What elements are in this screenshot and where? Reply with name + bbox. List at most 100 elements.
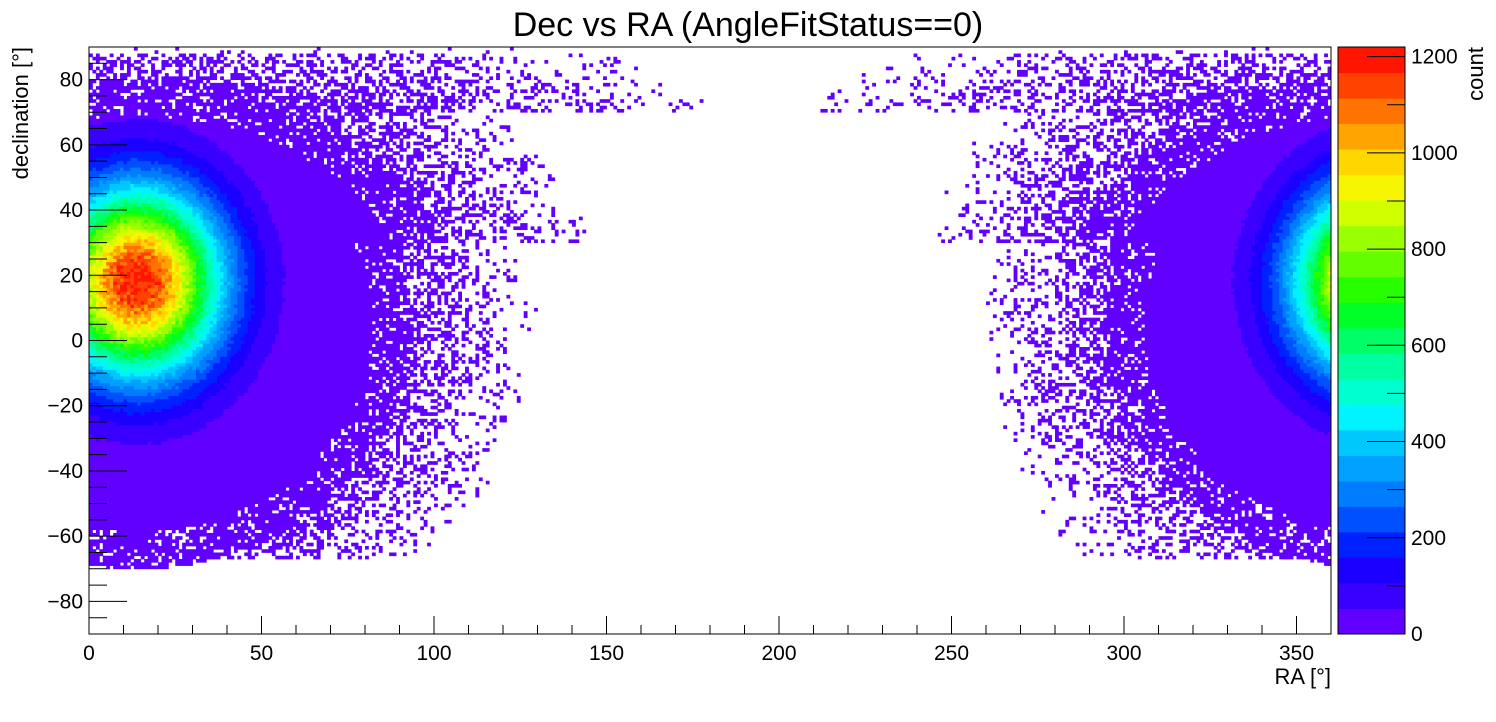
heatmap-cell — [199, 122, 203, 126]
heatmap-cell — [1086, 70, 1090, 74]
heatmap-cell — [306, 168, 310, 172]
heatmap-cell — [1169, 164, 1173, 168]
heatmap-cell — [1121, 57, 1125, 61]
heatmap-cell — [313, 161, 317, 165]
heatmap-cell — [299, 106, 303, 110]
heatmap-cell — [1262, 164, 1266, 168]
heatmap-cell — [175, 145, 179, 149]
heatmap-cell — [389, 109, 393, 113]
heatmap-cell — [1238, 164, 1242, 168]
heatmap-cell — [1124, 122, 1128, 126]
heatmap-cell — [1196, 119, 1200, 123]
heatmap-cell — [424, 125, 428, 129]
heatmap-cell — [1255, 142, 1259, 146]
heatmap-cell — [1062, 109, 1066, 113]
heatmap-cell — [262, 135, 266, 139]
heatmap-cell — [348, 102, 352, 106]
heatmap-cell — [275, 158, 279, 162]
heatmap-cell — [258, 89, 262, 93]
heatmap-cell — [1038, 76, 1042, 80]
heatmap-cell — [1283, 57, 1287, 61]
heatmap-cell — [1262, 132, 1266, 136]
heatmap-cell — [351, 63, 355, 67]
heatmap-cell — [1259, 148, 1263, 152]
heatmap-cell — [462, 57, 466, 61]
heatmap-cell — [386, 122, 390, 126]
heatmap-cell — [420, 158, 424, 162]
heatmap-cell — [299, 168, 303, 172]
heatmap-cell — [210, 164, 214, 168]
heatmap-cell — [1248, 122, 1252, 126]
heatmap-cell — [358, 106, 362, 110]
heatmap-cell — [444, 129, 448, 133]
heatmap-cell — [303, 168, 307, 172]
heatmap-cell — [1079, 70, 1083, 74]
heatmap-cell — [127, 135, 131, 139]
heatmap-cell — [1228, 80, 1232, 84]
heatmap-cell — [1300, 132, 1304, 136]
heatmap-cell — [1321, 125, 1325, 129]
heatmap-cell — [110, 151, 114, 155]
heatmap-cell — [1100, 54, 1104, 58]
heatmap-cell — [217, 164, 221, 168]
heatmap-cell — [365, 109, 369, 113]
heatmap-cell — [386, 129, 390, 133]
heatmap-cell — [320, 135, 324, 139]
heatmap-cell — [1283, 67, 1287, 71]
heatmap-cell — [610, 96, 614, 100]
heatmap-cell — [1134, 164, 1138, 168]
heatmap-cell — [513, 60, 517, 64]
heatmap-cell — [548, 99, 552, 103]
heatmap-cell — [1190, 63, 1194, 67]
heatmap-cell — [365, 151, 369, 155]
heatmap-cell — [299, 171, 303, 175]
heatmap-cell — [241, 76, 245, 80]
heatmap-cell — [1307, 129, 1311, 133]
heatmap-cell — [220, 164, 224, 168]
heatmap-cell — [914, 86, 918, 90]
heatmap-cell — [1217, 145, 1221, 149]
heatmap-cell — [224, 83, 228, 87]
heatmap-cell — [1148, 122, 1152, 126]
heatmap-cell — [517, 102, 521, 106]
heatmap-cell — [400, 142, 404, 146]
heatmap-cell — [210, 83, 214, 87]
heatmap-cell — [172, 93, 176, 97]
heatmap-cell — [1303, 115, 1307, 119]
heatmap-cell — [344, 99, 348, 103]
heatmap-cell — [189, 96, 193, 100]
heatmap-cell — [168, 155, 172, 159]
heatmap-cell — [1228, 102, 1232, 106]
heatmap-cell — [1265, 54, 1269, 58]
heatmap-cell — [206, 86, 210, 90]
heatmap-cell — [241, 50, 245, 54]
heatmap-cell — [313, 138, 317, 142]
heatmap-cell — [331, 125, 335, 129]
heatmap-cell — [258, 138, 262, 142]
heatmap-cell — [496, 168, 500, 172]
heatmap-cell — [924, 73, 928, 77]
heatmap-cell — [1324, 168, 1328, 172]
heatmap-cell — [289, 96, 293, 100]
heatmap-cell — [1252, 155, 1256, 159]
heatmap-cell — [1062, 119, 1066, 123]
heatmap-cell — [248, 60, 252, 64]
heatmap-cell — [413, 125, 417, 129]
heatmap-cell — [1007, 80, 1011, 84]
heatmap-cell — [382, 132, 386, 136]
heatmap-cell — [538, 89, 542, 93]
heatmap-cell — [1307, 155, 1311, 159]
heatmap-cell — [324, 171, 328, 175]
heatmap-cell — [199, 148, 203, 152]
heatmap-cell — [110, 102, 114, 106]
heatmap-cell — [92, 57, 96, 61]
heatmap-cell — [213, 158, 217, 162]
heatmap-cell — [306, 73, 310, 77]
heatmap-cell — [1121, 83, 1125, 87]
heatmap-cell — [368, 151, 372, 155]
heatmap-cell — [1276, 119, 1280, 123]
heatmap-cell — [396, 70, 400, 74]
heatmap-cell — [220, 158, 224, 162]
heatmap-cell — [496, 164, 500, 168]
heatmap-cell — [541, 109, 545, 113]
